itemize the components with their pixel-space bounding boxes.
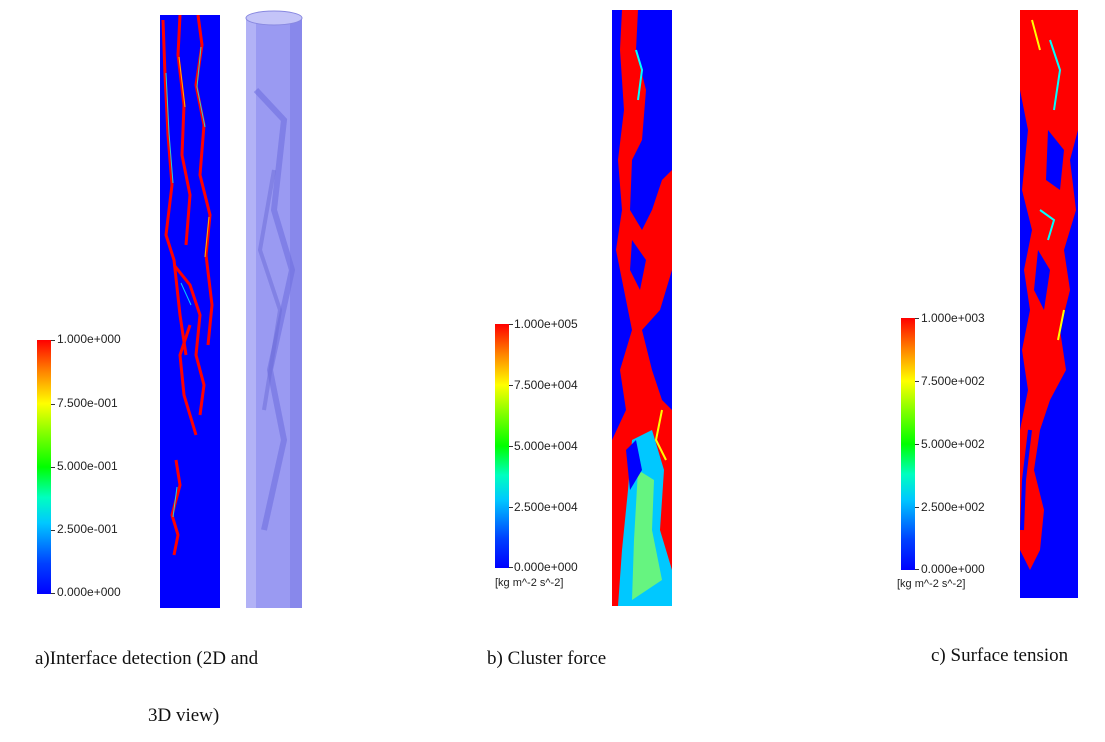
panel-a-tick-label: 7.500e-001 — [57, 396, 118, 410]
panel-c-tick-mark — [915, 318, 919, 319]
panel-b-tick-label: 2.500e+004 — [514, 500, 578, 514]
panel-a-tick-label: 1.000e+000 — [57, 332, 121, 346]
panel-c-tick-mark — [915, 381, 919, 382]
panel-b-tick-mark — [509, 446, 513, 447]
panel-a-contour — [160, 15, 220, 608]
panel-b-units: [kg m^-2 s^-2] — [495, 577, 564, 589]
panel-b-contour — [612, 10, 672, 606]
panel-b-tick-mark — [509, 567, 513, 568]
panel-b-colorbar — [495, 324, 509, 568]
panel-b-tick-label: 7.500e+004 — [514, 378, 578, 392]
panel-b-tick-label: 5.000e+004 — [514, 439, 578, 453]
panel-c-tick-mark — [915, 444, 919, 445]
panel-a-3d-pipe — [244, 10, 304, 608]
panel-a-tick-mark — [51, 467, 55, 468]
panel-c-tick-label: 0.000e+000 — [921, 562, 985, 576]
panel-a-caption-line1: a)Interface detection (2D and — [35, 648, 259, 669]
panel-c-tick-label: 5.000e+002 — [921, 437, 985, 451]
panel-c-tick-label: 7.500e+002 — [921, 374, 985, 388]
panel-c-contour — [1020, 10, 1078, 598]
panel-b-tick-label: 1.000e+005 — [514, 317, 578, 331]
panel-c-colorbar — [901, 318, 915, 570]
panel-c-units: [kg m^-2 s^-2] — [897, 578, 966, 590]
panel-b-tick-mark — [509, 324, 513, 325]
panel-a-tick-mark — [51, 530, 55, 531]
panel-a-tick-label: 0.000e+000 — [57, 585, 121, 599]
panel-a-tick-mark — [51, 340, 55, 341]
panel-b-tick-label: 0.000e+000 — [514, 560, 578, 574]
panel-a-colorbar — [37, 340, 51, 594]
panel-c-tick-mark — [915, 569, 919, 570]
panel-a-tick-label: 5.000e-001 — [57, 459, 118, 473]
panel-a-tick-mark — [51, 404, 55, 405]
panel-c-tick-label: 1.000e+003 — [921, 311, 985, 325]
panel-a-tick-label: 2.500e-001 — [57, 522, 118, 536]
panel-c-caption: c) Surface tension — [931, 645, 1069, 666]
panel-b-tick-mark — [509, 507, 513, 508]
panel-a-caption-line2: 3D view) — [148, 705, 220, 726]
panel-b-tick-mark — [509, 385, 513, 386]
panel-a-tick-mark — [51, 593, 55, 594]
panel-c-tick-mark — [915, 507, 919, 508]
panel-c-tick-label: 2.500e+002 — [921, 500, 985, 514]
panel-b-caption: b) Cluster force — [487, 648, 607, 669]
